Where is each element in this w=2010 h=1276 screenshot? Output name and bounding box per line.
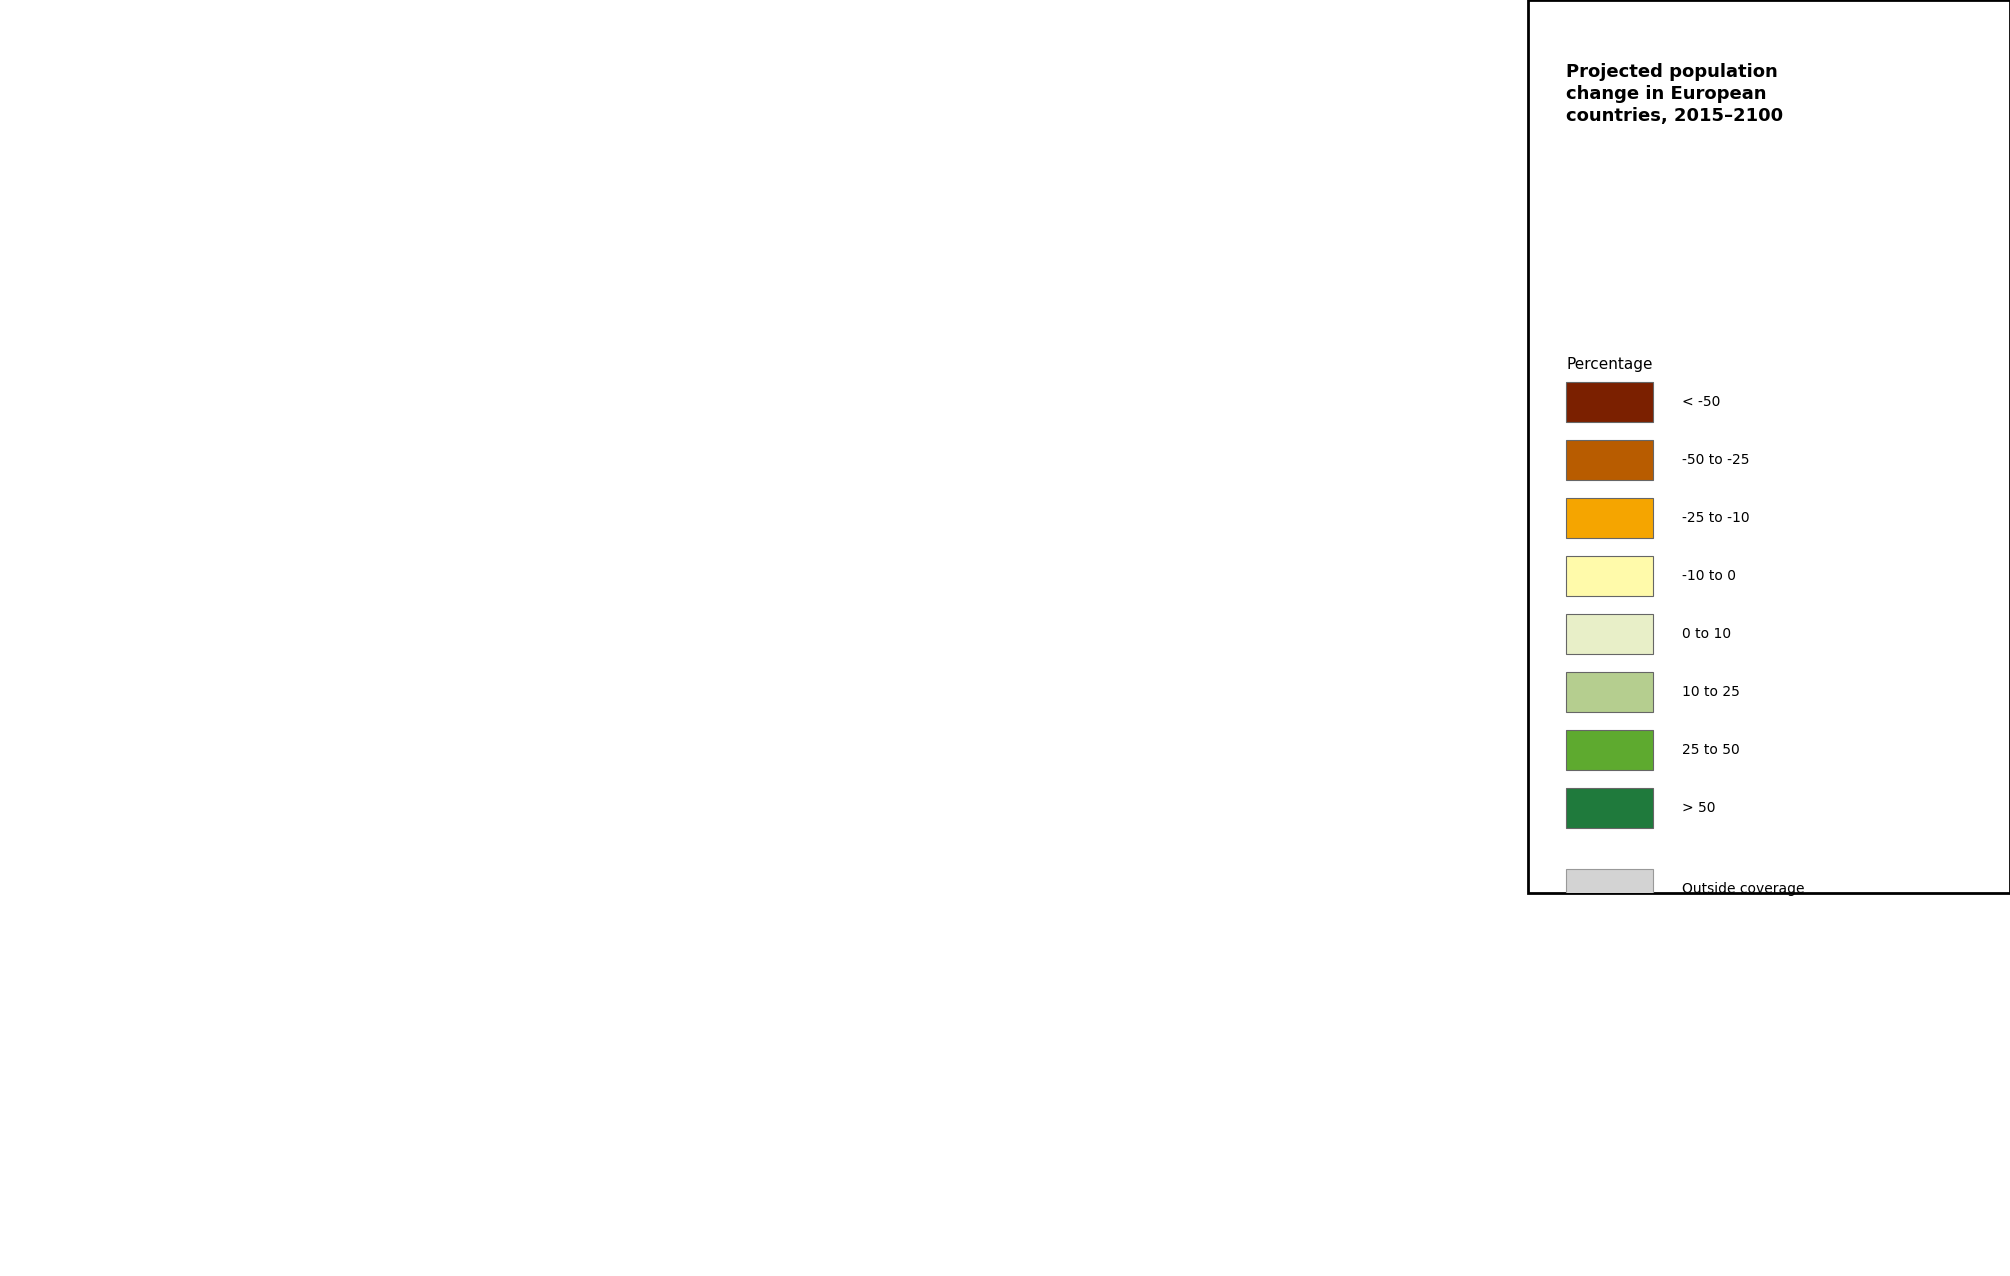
Bar [1566,869,1652,909]
Bar [1566,440,1652,480]
Bar [1566,498,1652,538]
Text: 25 to 50: 25 to 50 [1682,744,1741,757]
Bar [1566,672,1652,712]
Text: > 50: > 50 [1682,801,1715,815]
Bar [1566,382,1652,422]
Text: < -50: < -50 [1682,396,1721,408]
Text: Projected population
change in European
countries, 2015–2100: Projected population change in European … [1566,63,1783,125]
Text: 0 to 10: 0 to 10 [1682,628,1731,641]
Bar [1566,614,1652,655]
Bar [1566,730,1652,771]
FancyBboxPatch shape [1528,0,2010,893]
Bar [1566,556,1652,596]
Text: -50 to -25: -50 to -25 [1682,453,1749,467]
Text: Percentage: Percentage [1566,357,1652,373]
Bar [1566,789,1652,828]
Text: -10 to 0: -10 to 0 [1682,569,1737,583]
Text: -25 to -10: -25 to -10 [1682,512,1749,524]
Text: 10 to 25: 10 to 25 [1682,685,1741,699]
Text: Outside coverage: Outside coverage [1682,882,1805,896]
